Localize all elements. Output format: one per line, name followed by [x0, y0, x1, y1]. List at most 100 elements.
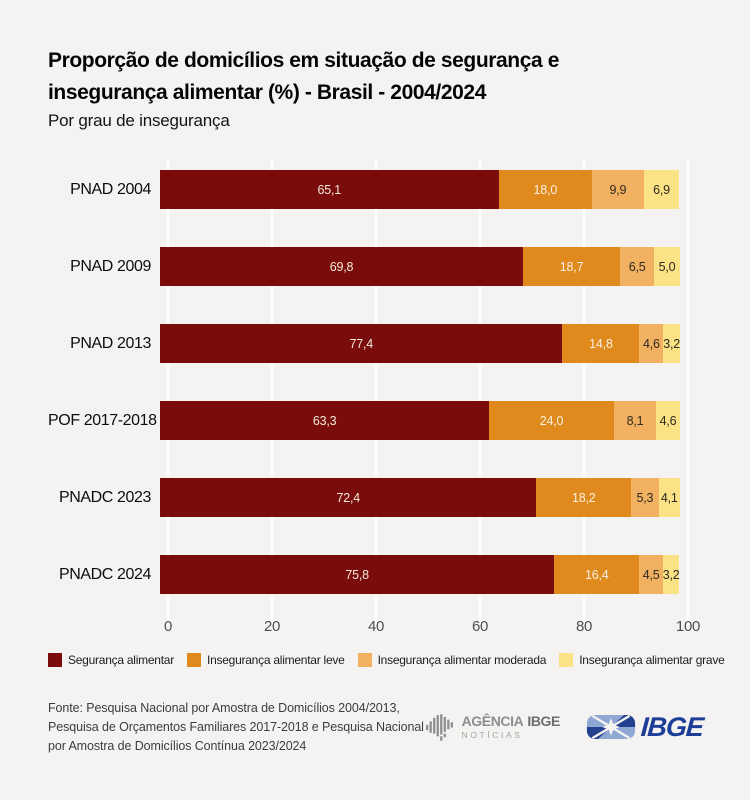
ibge-diamond-icon — [586, 714, 636, 740]
bar-segment: 6,9 — [643, 170, 680, 209]
value-label: 65,1 — [317, 182, 342, 197]
x-tick-label: 60 — [471, 618, 489, 635]
agencia-ibge-text: AGÊNCIA IBGE NOTÍCIAS — [461, 713, 561, 741]
chart-row: PNAD 2009 69,8 18,7 6,5 5,0 — [48, 228, 705, 305]
category-label: POF 2017-2018 — [48, 411, 157, 429]
noticias-label: NOTÍCIAS — [461, 730, 523, 741]
infographic: Proporção de domicílios em situação de s… — [48, 45, 725, 753]
value-label: 3,2 — [663, 336, 681, 351]
bar-track: 69,8 18,7 6,5 5,0 — [160, 247, 680, 286]
gridline-60 — [478, 159, 482, 625]
chart-row: PNAD 2004 65,1 18,0 9,9 6,9 — [48, 151, 705, 228]
category-label: PNADC 2023 — [58, 488, 151, 506]
value-label: 6,5 — [628, 259, 646, 274]
chart-row: PNADC 2024 75,8 16,4 4,5 3,2 — [48, 536, 705, 613]
legend-item: Insegurança alimentar leve — [186, 653, 345, 667]
bar-track: 63,3 24,0 8,1 4,6 — [160, 401, 680, 440]
value-label: 75,8 — [345, 567, 369, 582]
grid-layer — [166, 159, 690, 625]
agencia-ibge-map-bars-icon — [425, 713, 453, 741]
bar-segment: 4,5 — [639, 555, 663, 594]
title-line-2: insegurança alimentar (%) - Brasil - 200… — [48, 80, 486, 104]
x-tick-label: 80 — [575, 618, 593, 635]
legend-item: Insegurança alimentar moderada — [357, 653, 547, 667]
bar-segment: 18,0 — [498, 170, 593, 209]
value-label: 24,0 — [539, 413, 564, 428]
legend-swatch — [357, 653, 372, 667]
legend-swatch — [559, 653, 574, 667]
title-line-1: Proporção de domicílios em situação de s… — [48, 49, 560, 72]
bar-segment: 72,4 — [160, 478, 537, 517]
bar-segment: 16,4 — [554, 555, 640, 594]
legend: Segurança alimentar Insegurança alimentar… — [48, 653, 725, 667]
legend-item: Insegurança alimentar grave — [559, 653, 725, 667]
legend-label: Insegurança alimentar leve — [206, 653, 345, 667]
chart-row: POF 2017-2018 63,3 24,0 8,1 4,6 — [48, 382, 705, 459]
value-label: 4,1 — [660, 490, 678, 505]
bar-track: 77,4 14,8 4,6 3,2 — [160, 324, 680, 363]
bar-segment: 9,9 — [592, 170, 644, 209]
bar-segment: 75,8 — [160, 555, 555, 594]
bar-segment: 77,4 — [160, 324, 563, 363]
bar-track: 72,4 18,2 5,3 4,1 — [160, 478, 680, 517]
bar-track: 75,8 16,4 4,5 3,2 — [160, 555, 680, 594]
legend-swatch — [186, 653, 201, 667]
bar-track: 65,1 18,0 9,9 6,9 — [160, 170, 680, 209]
bar-segment: 4,1 — [658, 478, 680, 517]
bar-segment: 18,7 — [522, 247, 621, 286]
gridline-100 — [686, 159, 690, 625]
category-label: PNAD 2009 — [70, 257, 151, 275]
category-label: PNAD 2004 — [70, 180, 151, 198]
page-title: Proporção de domicílios em situação de s… — [48, 45, 705, 108]
gridline-40 — [374, 159, 378, 625]
ibge-logo: IBGE — [586, 711, 705, 743]
bar-segment: 14,8 — [562, 324, 640, 363]
bar-segment: 18,2 — [536, 478, 632, 517]
bar-segment: 4,6 — [639, 324, 664, 363]
legend-label: Insegurança alimentar moderada — [377, 653, 547, 667]
legend-swatch — [48, 653, 62, 667]
agencia-ibge-label: IBGE — [527, 713, 560, 730]
value-label: 3,2 — [662, 567, 680, 582]
gridline-20 — [270, 159, 274, 625]
legend-label: Segurança alimentar — [68, 653, 174, 667]
source-note: Fonte: Pesquisa Nacional por Amostra de … — [48, 701, 424, 753]
bar-segment: 4,6 — [656, 401, 680, 440]
category-label: PNAD 2013 — [70, 334, 151, 352]
agencia-label: AGÊNCIA — [461, 713, 524, 730]
value-label: 77,4 — [349, 336, 373, 351]
x-tick-label: 20 — [263, 618, 281, 635]
bar-segment: 6,5 — [620, 247, 654, 286]
value-label: 5,3 — [636, 490, 654, 505]
bar-segment: 24,0 — [489, 401, 614, 440]
value-label: 4,6 — [659, 413, 677, 428]
bar-segment: 69,8 — [160, 247, 523, 286]
bar-segment: 3,2 — [663, 324, 680, 363]
value-label: 18,0 — [533, 182, 558, 197]
x-axis: 0 20 40 60 80 100 — [164, 613, 700, 641]
bar-segment: 65,1 — [160, 170, 499, 209]
category-label: PNADC 2024 — [58, 565, 151, 583]
value-label: 63,3 — [312, 413, 337, 428]
gridline-0 — [166, 159, 170, 625]
value-label: 4,5 — [642, 567, 660, 582]
value-label: 72,4 — [336, 490, 360, 505]
value-label: 8,1 — [626, 413, 644, 428]
value-label: 6,9 — [653, 182, 670, 197]
x-tick-label: 100 — [675, 618, 701, 635]
value-label: 9,9 — [609, 182, 627, 197]
x-tick-label: 40 — [367, 618, 385, 635]
agencia-ibge-noticias-logo: AGÊNCIA IBGE NOTÍCIAS — [425, 713, 561, 741]
stacked-bar-chart: PNAD 2004 65,1 18,0 9,9 6,9 PNAD 2009 69,8 18,7… — [48, 151, 705, 641]
value-label: 4,6 — [642, 336, 660, 351]
legend-item: Segurança alimentar — [48, 653, 174, 667]
value-label: 69,8 — [329, 259, 354, 274]
gridline-80 — [582, 159, 586, 625]
value-label: 18,2 — [572, 490, 596, 505]
chart-row: PNAD 2013 77,4 14,8 4,6 3,2 — [48, 305, 705, 382]
value-label: 14,8 — [589, 336, 613, 351]
ibge-wordmark: IBGE — [639, 711, 705, 742]
logos: AGÊNCIA IBGE NOTÍCIAS IBGE — [425, 711, 705, 743]
legend-label: Insegurança alimentar grave — [579, 653, 725, 667]
bar-segment: 8,1 — [613, 401, 657, 440]
